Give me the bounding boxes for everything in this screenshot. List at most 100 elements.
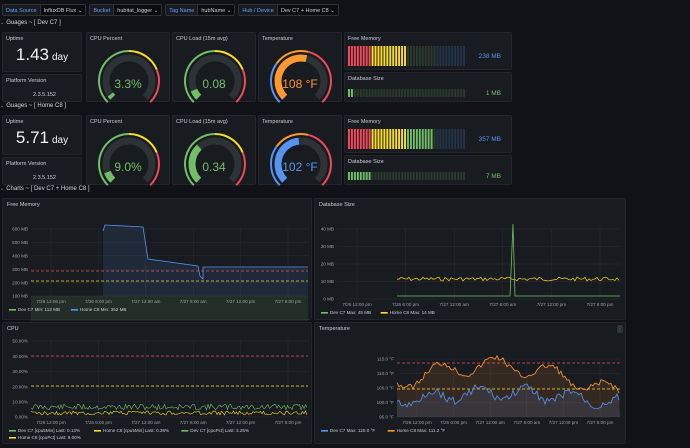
y-tick-label: 30 MB bbox=[321, 244, 334, 249]
y-tick-label: 40 MB bbox=[321, 227, 334, 232]
y-tick-label: 20 MB bbox=[321, 262, 334, 267]
panel-title: Platform Version bbox=[6, 161, 47, 167]
database-size-value: 1 MB bbox=[485, 90, 501, 97]
legend-item: Dev C7 Max: 120.0 °F bbox=[330, 428, 375, 433]
database-size-panel: Database Size 40 MB 30 MB 20 MB 10 MB 0 MB 7/… bbox=[314, 198, 626, 320]
gauge-arc bbox=[270, 50, 332, 103]
panel-title: Free Memory bbox=[7, 202, 40, 208]
legend: Dev C7 Max: 120.0 °F Home C8 Max: 111.2 °… bbox=[321, 428, 445, 433]
gauge-arc bbox=[184, 133, 246, 186]
variable-select[interactable]: hubName ⌄ bbox=[198, 4, 236, 16]
uptime-panel: Uptime 5.71 day bbox=[2, 115, 82, 155]
variable-label: Data Source bbox=[2, 4, 41, 16]
series-area bbox=[31, 296, 308, 321]
x-tick-label: 7/27 6:00 pm bbox=[587, 302, 614, 307]
series-area bbox=[103, 225, 308, 296]
y-tick-label: 40.00% bbox=[12, 354, 28, 359]
cpu-load-value: 0.34 bbox=[202, 160, 226, 174]
variable-3[interactable]: Hub / Device Dev C7 + Home C8 ⌄ bbox=[238, 4, 339, 16]
chevron-down-icon: ⌄ bbox=[328, 8, 335, 14]
variable-select[interactable]: hubitat_logger ⌄ bbox=[114, 4, 163, 16]
chevron-down-icon: ⌄ bbox=[0, 186, 5, 192]
panel-title: Free Memory bbox=[348, 36, 381, 42]
gauge-arc bbox=[270, 133, 332, 186]
panel-title: CPU Percent bbox=[90, 119, 123, 125]
variable-2[interactable]: Tag Name hubName ⌄ bbox=[165, 4, 236, 16]
series-line bbox=[102, 224, 308, 280]
uptime-number: 5.71 bbox=[15, 128, 49, 147]
variable-1[interactable]: Bucket hubitat_logger ⌄ bbox=[89, 4, 163, 16]
uptime-number: 1.43 bbox=[15, 45, 49, 64]
x-tick-label: 7/26 6:00 pm bbox=[85, 299, 112, 304]
legend-item: Dev C7 [cpuPct] Last: 3.25% bbox=[190, 428, 249, 433]
cpu-percent-panel: CPU Percent 9.0% bbox=[86, 115, 170, 186]
panel-title: Temperature bbox=[319, 326, 350, 332]
x-tick-label: 7/26 6:00 pm bbox=[392, 302, 419, 307]
y-tick-label: 115.0 °F bbox=[377, 357, 394, 362]
y-tick-label: 200 MB bbox=[12, 280, 28, 285]
legend-swatch bbox=[387, 430, 395, 432]
free-memory-panel: Free Memory 600 MB 500 MB 400 MB 300 MB 200 … bbox=[2, 198, 312, 321]
variable-label: Tag Name bbox=[165, 4, 199, 16]
database-size-gauge-panel: Database Size 1 MB bbox=[344, 72, 512, 102]
free-memory-value: 357 MB bbox=[478, 136, 501, 143]
uptime-value: 1.43 day bbox=[3, 45, 81, 65]
y-tick-label: 400 MB bbox=[12, 254, 28, 259]
series-line bbox=[30, 403, 308, 411]
legend-swatch bbox=[321, 312, 328, 314]
x-tick-label: 7/27 12:00 am bbox=[476, 420, 506, 425]
cpu-percent-panel: CPU Percent 3.3% bbox=[86, 32, 170, 103]
panel-title: Free Memory bbox=[348, 119, 381, 125]
series-line bbox=[30, 410, 308, 416]
y-tick-label: 100.0 °F bbox=[377, 400, 395, 405]
x-tick-label: 7/27 6:00 pm bbox=[275, 299, 302, 304]
panel-title: Platform Version bbox=[6, 78, 47, 84]
x-tick-label: 7/27 12:00 pm bbox=[549, 420, 579, 425]
row-charts[interactable]: ⌄ Charts ~ [ Dev C7 + Home C8 ] bbox=[0, 184, 90, 194]
y-tick-label: 20.00% bbox=[12, 384, 28, 389]
row-gauges-c7[interactable]: ⌄ Guages ~ [ Dev C7 ] bbox=[0, 18, 61, 28]
temperature-panel: Temperature 102 °F bbox=[258, 115, 342, 186]
gauge-arc bbox=[98, 50, 160, 103]
series-area bbox=[397, 384, 620, 417]
variable-select[interactable]: InfluxDB Flux ⌄ bbox=[40, 4, 87, 16]
series-area bbox=[397, 355, 620, 417]
legend-swatch bbox=[321, 430, 328, 432]
x-tick-label: 7/27 6:00 am bbox=[489, 302, 516, 307]
row-title: Guages ~ [ Dev C7 ] bbox=[6, 20, 61, 26]
panel-title: Temperature bbox=[262, 119, 293, 125]
platform-version-value: 2.3.5.152 bbox=[33, 175, 56, 181]
legend-item: Home C8 [cpu5Min] Last: 0.36% bbox=[103, 428, 169, 433]
variable-value: hubitat_logger bbox=[117, 8, 153, 14]
bar-gauge bbox=[348, 172, 465, 180]
panel-title: Database Size bbox=[319, 202, 355, 208]
chevron-down-icon: ⌄ bbox=[76, 8, 83, 14]
bar-gauge bbox=[348, 89, 465, 97]
row-gauges-c8[interactable]: ⌄ Guages ~ [ Home C8 ] bbox=[0, 101, 66, 111]
uptime-panel: Uptime 1.43 day bbox=[2, 32, 82, 72]
x-tick-label: 7/26 6:00 pm bbox=[440, 420, 467, 425]
x-tick-label: 7/27 12:00 pm bbox=[226, 420, 256, 425]
panel-title: CPU bbox=[7, 326, 19, 332]
legend-item: Dev C7 [cpu5Min] Last: 0.13% bbox=[18, 428, 80, 433]
x-tick-label: 7/27 6:00 am bbox=[180, 420, 207, 425]
legend-swatch bbox=[9, 309, 16, 311]
panel-menu-icon[interactable]: ⋮ bbox=[617, 325, 623, 333]
row-title: Guages ~ [ Home C8 ] bbox=[6, 103, 67, 109]
temperature-value: 102 °F bbox=[282, 160, 318, 174]
panel-title: Uptime bbox=[6, 36, 24, 42]
legend-item: Home C8 Max: 111.2 °F bbox=[397, 428, 446, 433]
x-tick-label: 7/27 12:00 pm bbox=[226, 299, 256, 304]
uptime-unit: day bbox=[51, 135, 69, 146]
legend-item: Dev C7 Min: 112 MB bbox=[18, 307, 60, 312]
cpu-load-value: 0.08 bbox=[202, 77, 226, 91]
free-memory-gauge-panel: Free Memory 357 MB bbox=[344, 115, 512, 153]
y-tick-label: 300 MB bbox=[12, 267, 28, 272]
y-tick-label: 95.0 °F bbox=[379, 415, 394, 420]
variable-0[interactable]: Data Source InfluxDB Flux ⌄ bbox=[2, 4, 87, 16]
panel-title: CPU Load (15m avg) bbox=[176, 119, 228, 125]
variable-select[interactable]: Dev C7 + Home C8 ⌄ bbox=[277, 4, 339, 16]
y-tick-label: 0 MB bbox=[323, 297, 334, 302]
platform-version-panel: Platform Version 2.3.5.152 bbox=[2, 74, 82, 102]
panel-title: Database Size bbox=[348, 76, 384, 82]
